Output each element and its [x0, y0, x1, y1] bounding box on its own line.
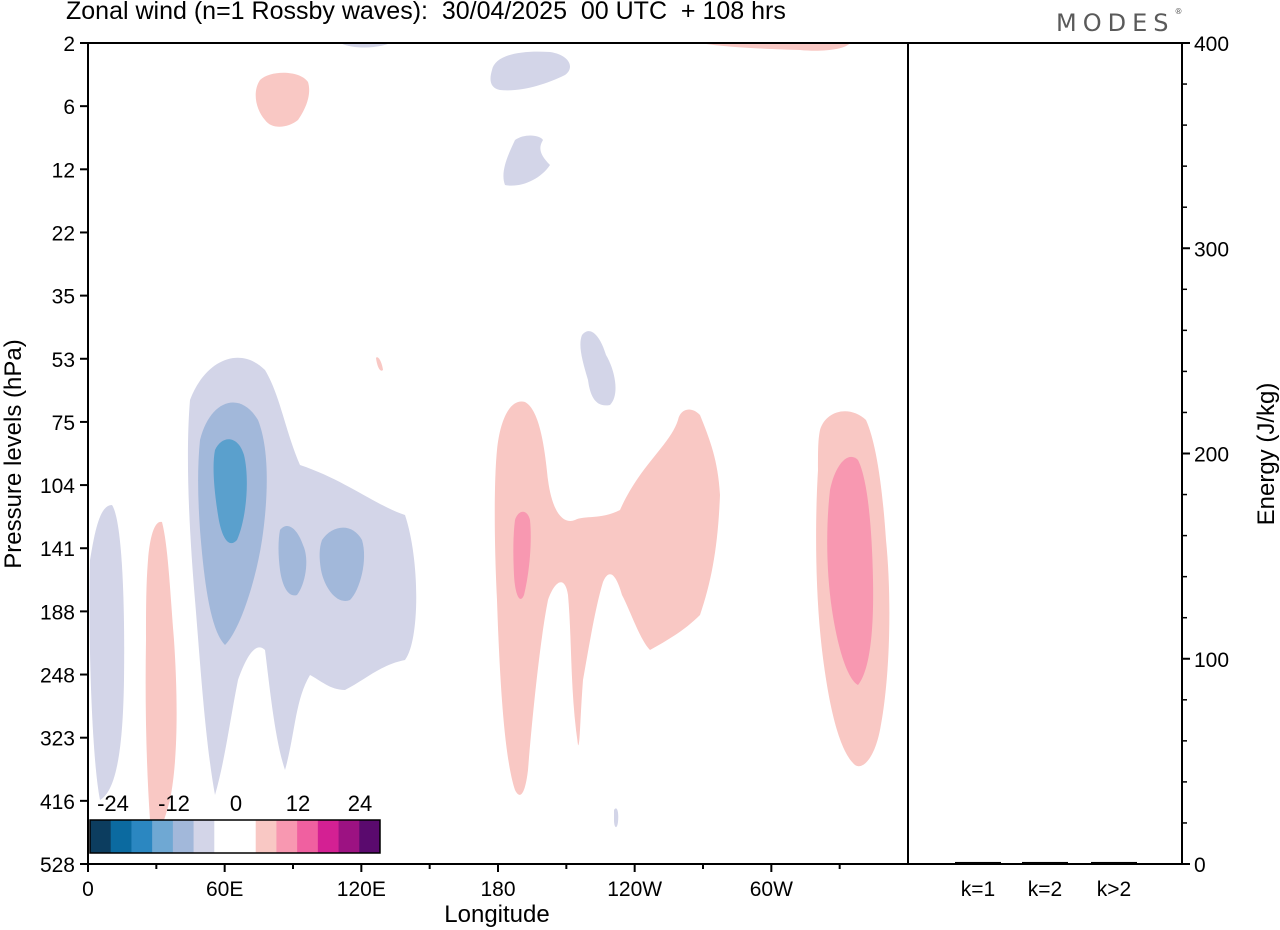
pressure-tick-label: 35 [52, 286, 75, 309]
colorbar-swatch [152, 820, 174, 853]
longitude-tick-label: 0 [82, 878, 94, 901]
pressure-tick-label: 141 [40, 538, 75, 561]
energy-axis: 0 100 200 300 400 [1182, 33, 1229, 877]
colorbar-label: 12 [286, 791, 310, 816]
energy-tick-label: 0 [1194, 854, 1206, 877]
contour-pos-mid [513, 511, 531, 599]
colorbar-swatch [131, 820, 153, 853]
contour-pos-light [145, 521, 177, 833]
contour-neg-mid [278, 525, 307, 596]
energy-axis-title: Energy (J/kg) [1253, 383, 1280, 526]
contour-neg-light [490, 51, 570, 91]
contour-neg-mid [319, 527, 365, 601]
pressure-tick-label: 416 [40, 791, 75, 814]
longitude-axis: 0 60E 120E 180 120W 60W [82, 864, 841, 901]
colorbar-swatch [235, 820, 257, 853]
contour-neg-light [580, 331, 616, 406]
contour-pos-light [700, 43, 850, 51]
longitude-tick-label: 60W [750, 878, 793, 901]
colorbar-label: 24 [348, 791, 372, 816]
colorbar-swatch [338, 820, 360, 853]
modes-logo: MODES® [1056, 7, 1183, 37]
energy-bar [955, 861, 1001, 864]
contour-field [89, 43, 890, 833]
pressure-tick-label: 323 [40, 728, 75, 751]
colorbar-swatch [214, 820, 236, 853]
colorbar-swatch [297, 820, 319, 853]
energy-tick-label: 200 [1194, 444, 1229, 467]
contour-pos-light [255, 72, 310, 127]
energy-bar [1022, 861, 1068, 864]
colorbar-swatch [193, 820, 215, 853]
colorbar-label: -24 [97, 791, 129, 816]
pressure-tick-label: 12 [52, 159, 75, 182]
wavenumber-label: k=1 [961, 878, 995, 901]
colorbar-swatch [110, 820, 132, 853]
energy-bar [1091, 861, 1137, 864]
y-axis-title: Pressure levels (hPa) [0, 339, 27, 568]
colorbar-label: 0 [230, 791, 242, 816]
energy-tick-label: 400 [1194, 33, 1229, 56]
contour-neg-light [340, 43, 390, 48]
colorbar-swatch [255, 820, 277, 853]
chart-title: Zonal wind (n=1 Rossby waves): 30/04/202… [66, 0, 786, 25]
energy-panel-frame [908, 42, 1183, 865]
wavenumber-axis: k=1 k=2 k>2 [961, 878, 1131, 901]
pressure-tick-label: 22 [52, 222, 75, 245]
longitude-tick-label: 60E [206, 878, 243, 901]
colorbar-swatch [317, 820, 340, 853]
pressure-axis: 2 6 12 22 35 53 75 104 141 188 248 323 416 528 [40, 33, 88, 877]
pressure-tick-label: 75 [52, 412, 75, 435]
contour-neg-dark [213, 439, 247, 544]
pressure-tick-label: 188 [40, 601, 75, 624]
pressure-tick-label: 2 [63, 33, 75, 56]
contour-pos-light [494, 401, 720, 795]
registered-mark: ® [1174, 7, 1183, 16]
pressure-tick-label: 528 [40, 854, 75, 877]
colorbar-swatch [276, 820, 298, 853]
energy-tick-label: 300 [1194, 238, 1229, 261]
wavenumber-label: k=2 [1028, 878, 1062, 901]
longitude-tick-label: 120E [337, 878, 386, 901]
colorbar-swatch [172, 820, 195, 853]
energy-bars [955, 861, 1137, 864]
pressure-tick-label: 104 [40, 475, 75, 498]
pressure-tick-label: 53 [52, 349, 75, 372]
longitude-tick-label: 180 [480, 878, 515, 901]
colorbar: -24 -12 0 12 24 [89, 791, 381, 854]
colorbar-swatch [359, 820, 381, 853]
logo-text: MODES [1056, 9, 1175, 37]
colorbar-label: -12 [158, 791, 190, 816]
colorbar-swatch [90, 820, 112, 853]
energy-tick-label: 100 [1194, 649, 1229, 672]
contour-pos-light [376, 357, 383, 371]
x-axis-title: Longitude [444, 901, 549, 928]
colorbar-frame [89, 819, 381, 854]
contour-neg-light [89, 505, 125, 800]
contour-pos-mid [827, 456, 874, 685]
contour-neg-light [503, 135, 550, 186]
pressure-tick-label: 6 [63, 96, 75, 119]
pressure-tick-label: 248 [40, 665, 75, 688]
wavenumber-label: k>2 [1097, 878, 1131, 901]
contour-neg-light [614, 808, 619, 828]
longitude-tick-label: 120W [607, 878, 662, 901]
